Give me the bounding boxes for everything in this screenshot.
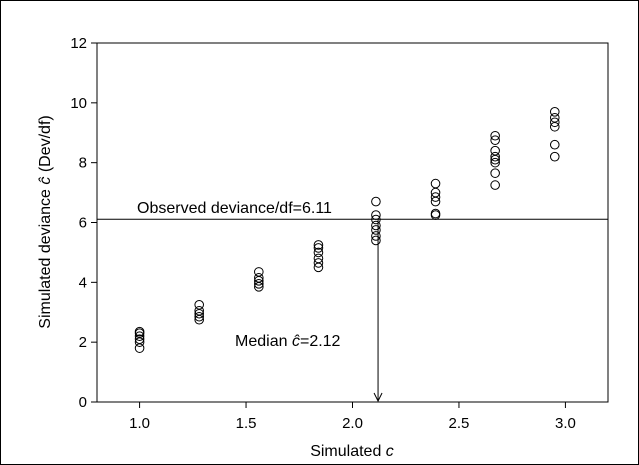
x-axis: 1.0 1.5 2.0 2.5 3.0 <box>129 402 576 432</box>
median-label-post: =2.12 <box>300 333 341 350</box>
data-point <box>549 117 560 128</box>
data-point <box>549 112 560 123</box>
x-axis-title-var: c <box>386 443 394 460</box>
median-label-var: ĉ <box>292 333 300 350</box>
data-point <box>313 243 324 253</box>
plot-area <box>96 42 609 403</box>
y-axis-title-post: (Dev/df) <box>37 115 54 176</box>
median-label-pre: Median <box>235 333 292 350</box>
x-tick-label: 2.5 <box>449 415 470 432</box>
data-point <box>313 258 324 268</box>
median-arrowhead <box>373 392 383 403</box>
data-point <box>313 253 324 264</box>
data-point <box>549 107 560 117</box>
data-point <box>430 178 441 189</box>
y-tick-label: 0 <box>79 394 87 411</box>
x-tick-label: 1.5 <box>236 415 257 432</box>
x-tick-label: 2.0 <box>342 415 363 432</box>
median-label: Median ĉ=2.12 <box>235 333 341 350</box>
data-point <box>254 267 264 277</box>
y-axis-title-pre: Simulated deviance <box>37 185 54 329</box>
y-axis-title-var: ĉ <box>37 177 54 185</box>
observed-deviance-label: Observed deviance/df=6.11 <box>137 200 332 217</box>
y-tick-label: 4 <box>79 274 87 291</box>
data-point <box>371 214 381 225</box>
data-point <box>254 273 264 283</box>
data-point <box>134 334 145 344</box>
data-point <box>371 235 381 246</box>
data-point <box>313 247 324 258</box>
y-axis: 0 2 4 6 8 10 12 <box>70 35 97 411</box>
x-axis-title-text: Simulated <box>310 443 386 460</box>
data-point <box>430 192 441 202</box>
y-axis-title: Simulated deviance ĉ (Dev/df) <box>37 115 54 328</box>
data-point <box>371 231 381 241</box>
y-tick-label: 6 <box>79 215 87 232</box>
data-point <box>371 225 381 235</box>
data-point <box>430 208 441 219</box>
y-tick-label: 12 <box>70 35 87 52</box>
data-point <box>371 196 381 207</box>
y-tick-label: 2 <box>79 334 87 351</box>
y-tick-label: 8 <box>79 155 87 172</box>
data-point <box>490 168 500 178</box>
data-point <box>490 151 500 162</box>
data-point <box>490 130 500 141</box>
y-tick-label: 10 <box>70 95 87 112</box>
data-point <box>313 240 324 250</box>
data-point <box>490 180 500 190</box>
data-point <box>490 157 500 168</box>
data-point <box>134 326 145 337</box>
data-point <box>134 331 145 341</box>
data-points <box>134 107 560 353</box>
data-point <box>254 279 264 289</box>
data-point <box>490 135 500 146</box>
data-point <box>371 210 381 220</box>
x-tick-label: 3.0 <box>555 415 576 432</box>
data-point <box>194 311 204 322</box>
data-point <box>194 305 204 316</box>
data-point <box>371 220 381 231</box>
data-point <box>194 299 204 310</box>
data-point <box>490 145 500 156</box>
x-axis-title: Simulated c <box>310 443 394 460</box>
x-tick-label: 1.0 <box>129 415 150 432</box>
data-point <box>549 151 560 162</box>
data-point <box>549 139 560 150</box>
